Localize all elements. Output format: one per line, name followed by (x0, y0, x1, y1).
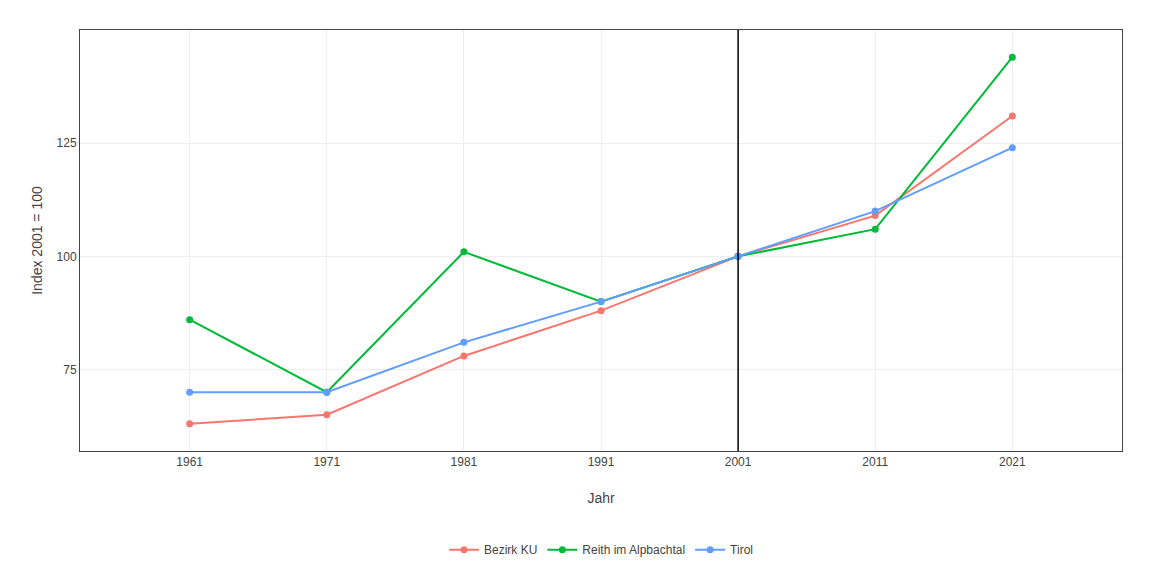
svg-text:1981: 1981 (451, 455, 478, 469)
svg-text:Jahr: Jahr (587, 490, 615, 506)
svg-text:100: 100 (57, 250, 77, 264)
svg-text:75: 75 (63, 363, 77, 377)
svg-text:1971: 1971 (313, 455, 340, 469)
svg-text:Index 2001 = 100: Index 2001 = 100 (29, 186, 45, 295)
svg-text:2021: 2021 (999, 455, 1026, 469)
svg-text:Reith im Alpbachtal: Reith im Alpbachtal (582, 543, 685, 557)
svg-text:Bezirk KU: Bezirk KU (484, 543, 537, 557)
svg-text:1961: 1961 (176, 455, 203, 469)
svg-text:125: 125 (57, 136, 77, 150)
svg-text:2001: 2001 (725, 455, 752, 469)
svg-text:Tirol: Tirol (730, 543, 753, 557)
svg-text:1991: 1991 (588, 455, 615, 469)
svg-text:2011: 2011 (862, 455, 888, 469)
